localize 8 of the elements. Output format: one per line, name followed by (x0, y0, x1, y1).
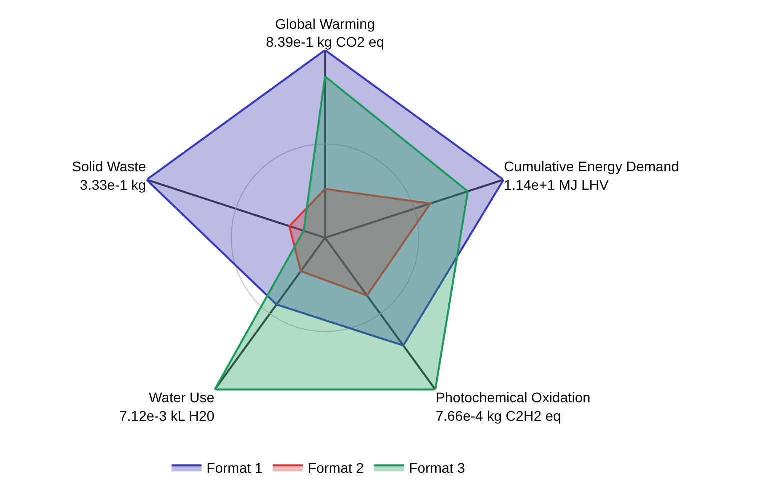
spoke-label: Global Warming 8.39e-1 kg CO2 eq (266, 16, 384, 50)
legend-label: Format 2 (308, 460, 364, 476)
spoke-label: Solid Waste 3.33e-1 kg (72, 158, 147, 193)
spoke-label: Water Use 7.12e-3 kL H20 (119, 390, 215, 424)
spoke-label: Photochemical Oxidation 7.66e-4 kg C2H2 eq (436, 390, 591, 424)
legend-label: Format 1 (206, 460, 264, 476)
legend-label: Format 3 (409, 460, 466, 476)
spoke-label: Cumulative Energy Demand 1.14e+1 MJ LHV (504, 158, 680, 193)
